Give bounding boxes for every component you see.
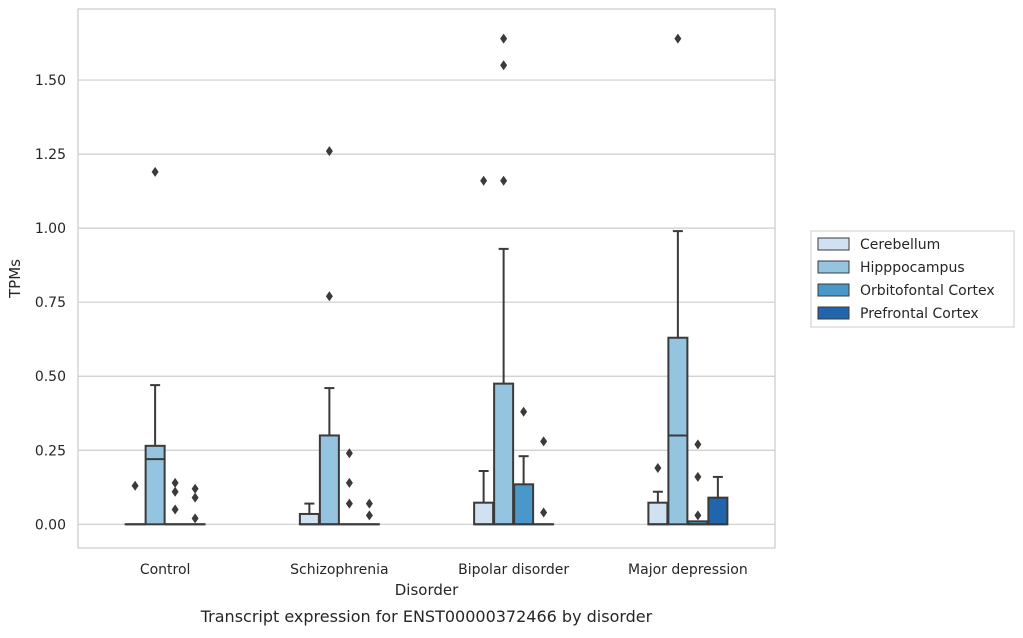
box (514, 484, 533, 524)
legend-swatch (818, 307, 849, 319)
box (648, 503, 667, 525)
chart-caption: Transcript expression for ENST0000037246… (200, 607, 653, 626)
y-tick-label: 0.00 (35, 517, 66, 533)
box (474, 503, 493, 525)
legend-label: Orbitofontal Cortex (860, 283, 995, 299)
y-axis-label: TPMs (6, 259, 24, 299)
x-tick-label: Control (140, 562, 191, 578)
y-tick-label: 1.50 (35, 73, 66, 89)
box (494, 384, 513, 525)
legend-swatch (818, 284, 849, 296)
y-tick-label: 0.75 (35, 295, 66, 311)
x-tick-label: Schizophrenia (290, 562, 388, 578)
legend-label: Prefrontal Cortex (860, 306, 979, 322)
box (708, 498, 727, 525)
x-tick-label: Bipolar disorder (458, 562, 569, 578)
y-tick-label: 1.25 (35, 147, 66, 163)
legend-swatch (818, 261, 849, 273)
y-tick-label: 1.00 (35, 221, 66, 237)
box (300, 514, 319, 524)
legend-swatch (818, 238, 849, 250)
legend-label: Hipppocampus (860, 260, 965, 276)
y-tick-label: 0.25 (35, 443, 66, 459)
box (320, 435, 339, 524)
x-tick-label: Major depression (628, 562, 748, 578)
legend: Cerebellum Hipppocampus Orbitofontal Corte… (811, 231, 1014, 327)
box (668, 338, 687, 525)
box (146, 446, 165, 524)
y-tick-label: 0.50 (35, 369, 66, 385)
legend-label: Cerebellum (860, 237, 940, 253)
x-axis-label: Disorder (395, 581, 459, 599)
